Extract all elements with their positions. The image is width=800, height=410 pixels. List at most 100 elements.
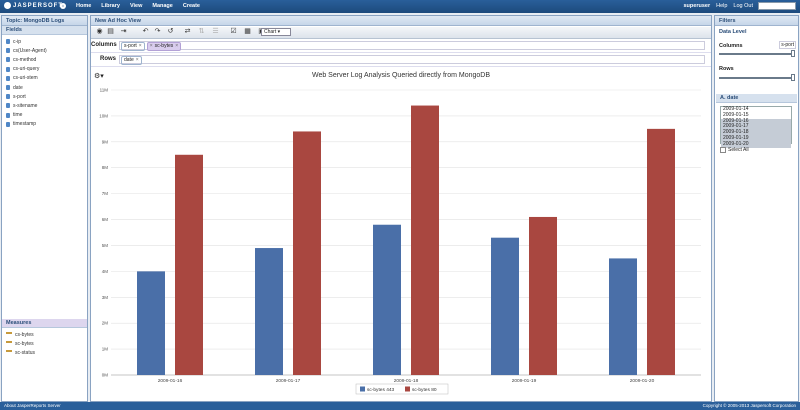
field-item[interactable]: time: [2, 111, 87, 120]
redo-icon[interactable]: ↷: [154, 28, 161, 35]
remove-icon[interactable]: ×: [149, 43, 153, 49]
date-option-selected[interactable]: 2009-01-19: [721, 135, 791, 142]
rows-slider-handle[interactable]: [791, 74, 795, 81]
rows-row: Rows date ×: [91, 54, 711, 67]
copyright: Copyright © 2005-2013 Jaspersoft Corpora…: [702, 403, 796, 408]
filters-title: Filters: [715, 16, 798, 26]
select-all-checkbox[interactable]: [720, 147, 726, 153]
jaspersoft-logo[interactable]: JASPERSOFT: [4, 2, 63, 9]
undo-icon[interactable]: ↶: [142, 28, 149, 35]
field-item[interactable]: s-port: [2, 92, 87, 101]
bar-sc-bytes-443[interactable]: [255, 248, 283, 375]
export-icon[interactable]: ⇥: [120, 28, 127, 35]
remove-icon[interactable]: ×: [138, 43, 142, 49]
sort-icon[interactable]: ⇅: [198, 28, 205, 35]
options-icon[interactable]: ▦: [244, 28, 251, 35]
field-item[interactable]: s-sitename: [2, 101, 87, 110]
x-tick-label: 2009-01-17: [276, 378, 301, 384]
fields-header: Fields: [2, 26, 87, 35]
bar-chart: Web Server Log Analysis Queried directly…: [99, 72, 701, 395]
date-filter: A. date 2009-01-14 2009-01-15 2009-01-16…: [716, 94, 797, 184]
y-tick-label: 9M: [102, 139, 109, 144]
y-tick-label: 11M: [100, 88, 109, 93]
date-option[interactable]: 2009-01-14: [723, 106, 749, 112]
field-item[interactable]: cs-uri-query: [2, 65, 87, 74]
field-icon: [6, 57, 10, 63]
bar-sc-bytes-443[interactable]: [137, 271, 165, 375]
bar-sc-bytes-80[interactable]: [293, 131, 321, 375]
menu-create[interactable]: Create: [182, 3, 200, 9]
legend-swatch[interactable]: [360, 386, 365, 392]
eye-icon[interactable]: ◉: [96, 28, 103, 35]
logout-link[interactable]: Log Out: [733, 3, 753, 9]
measure-item[interactable]: sc-bytes: [2, 339, 87, 348]
columns-level-value: s-port: [779, 41, 796, 49]
column-tag[interactable]: × sc-bytes ×: [146, 42, 182, 51]
footer: About JasperReports Server Copyright © 2…: [0, 402, 800, 410]
field-icon: [6, 66, 10, 72]
columns-level-slider[interactable]: [719, 53, 793, 55]
legend-label[interactable]: sc-bytes 443: [367, 387, 395, 393]
menu-home[interactable]: Home: [76, 3, 92, 9]
rows-level-slider[interactable]: [719, 77, 793, 79]
measure-item[interactable]: cs-bytes: [2, 330, 87, 339]
bar-sc-bytes-80[interactable]: [175, 154, 203, 375]
columns-slider-handle[interactable]: [791, 50, 795, 57]
menu-library[interactable]: Library: [101, 3, 120, 9]
date-option-selected[interactable]: 2009-01-17: [721, 124, 791, 131]
input-controls-icon[interactable]: ☑: [230, 28, 237, 35]
column-tag[interactable]: s-port ×: [121, 42, 145, 51]
menu-view[interactable]: View: [129, 3, 143, 9]
bar-sc-bytes-443[interactable]: [373, 224, 401, 375]
legend-swatch[interactable]: [405, 386, 410, 392]
field-item[interactable]: date: [2, 83, 87, 92]
select-all-option[interactable]: Select All: [720, 147, 749, 153]
field-item[interactable]: timestamp: [2, 120, 87, 129]
date-option-selected[interactable]: 2009-01-18: [721, 129, 791, 136]
undo-all-icon[interactable]: ↺: [167, 28, 174, 35]
field-icon: [6, 48, 10, 54]
measure-icon: [6, 331, 12, 338]
columns-label: Columns: [91, 42, 117, 48]
bar-sc-bytes-443[interactable]: [491, 237, 519, 375]
date-option-selected[interactable]: 2009-01-20: [721, 141, 791, 148]
measure-icon: [6, 349, 12, 356]
visualization-type-select[interactable]: Chart ▾: [261, 28, 291, 36]
bar-sc-bytes-80[interactable]: [647, 128, 675, 375]
save-icon[interactable]: ▤: [107, 28, 114, 35]
switch-group-icon[interactable]: ⇄: [184, 28, 191, 35]
legend: [355, 383, 449, 395]
search-input[interactable]: [758, 2, 796, 10]
date-option[interactable]: 2009-01-15: [723, 111, 749, 118]
bar-sc-bytes-443[interactable]: [609, 258, 637, 375]
data-level-label: Data Level: [719, 29, 747, 35]
field-item[interactable]: cs-uri-stem: [2, 74, 87, 83]
field-icon: [6, 94, 10, 100]
y-tick-label: 0M: [102, 373, 109, 378]
field-item[interactable]: cs(User-Agent): [2, 46, 87, 55]
bar-sc-bytes-80[interactable]: [529, 216, 557, 375]
bar-sc-bytes-80[interactable]: [411, 105, 439, 375]
field-item[interactable]: cs-method: [2, 55, 87, 64]
home-icon[interactable]: ⌂: [60, 3, 66, 9]
columns-level-label: Columns: [719, 43, 743, 49]
x-tick-label: 2009-01-19: [512, 378, 537, 384]
date-filter-header[interactable]: A. date: [716, 94, 797, 103]
remove-icon[interactable]: ×: [175, 43, 179, 49]
date-option-selected[interactable]: 2009-01-16: [721, 118, 791, 125]
chart-options-icon[interactable]: ⚙▾: [94, 73, 104, 80]
legend-label[interactable]: sc-bytes 80: [412, 387, 437, 393]
remove-icon[interactable]: ×: [135, 57, 139, 63]
help-link[interactable]: Help: [716, 3, 728, 9]
menu-manage[interactable]: Manage: [152, 3, 173, 9]
field-item[interactable]: c-ip: [2, 37, 87, 46]
row-tag[interactable]: date ×: [121, 56, 142, 65]
date-options-list[interactable]: 2009-01-14 2009-01-15 2009-01-16 2009-01…: [720, 106, 792, 148]
rows-level-label: Rows: [719, 66, 734, 72]
measure-item[interactable]: sc-status: [2, 348, 87, 357]
layout-icon[interactable]: ☰: [212, 28, 219, 35]
view-toolbar: ◉ ▤ ⇥ ↶ ↷ ↺ ⇄ ⇅ ☰ ☑ ▦ ▣ Chart ▾: [91, 27, 711, 39]
field-icon: [6, 121, 10, 127]
about-link[interactable]: About JasperReports Server: [4, 403, 61, 408]
x-tick-label: 2009-01-16: [158, 378, 183, 384]
